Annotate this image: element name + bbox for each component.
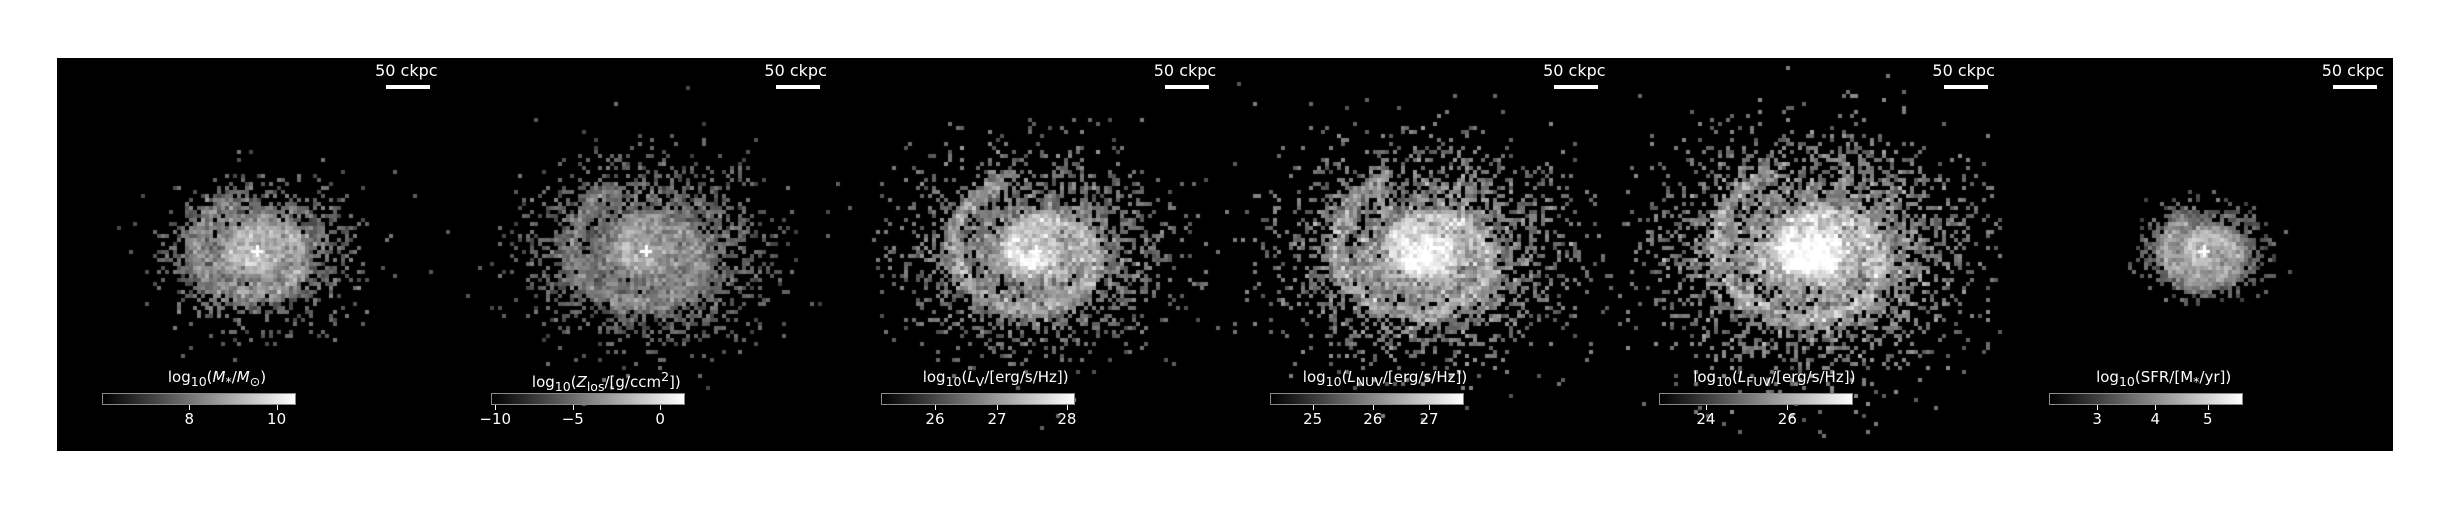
scale-bar-label: 50 ckpc (1932, 61, 1995, 80)
colorbar-tick (1705, 405, 1707, 410)
colorbar-tick-label: 27 (1419, 410, 1439, 428)
scale-bar (775, 85, 820, 89)
colorbar-tick (276, 405, 278, 410)
colorbar-tick-label: 24 (1696, 410, 1716, 428)
scale-bar (1164, 85, 1209, 89)
colorbar-title: log10(LV/[erg/s/Hz]) (922, 368, 1069, 389)
colorbar-tick (2155, 405, 2157, 410)
colorbar-tick (2207, 405, 2209, 410)
panel-metallicity: 50 ckpc log10(Zlos/[g/ccm2]) −10 −5 0 (446, 58, 836, 451)
metallicity-map (446, 58, 836, 451)
colorbar-tick-label: −10 (479, 410, 512, 428)
colorbar-title: log10(Zlos/[g/ccm2]) (531, 369, 681, 394)
panel-v-band-luminosity: 50 ckpc log10(LV/[erg/s/Hz]) 26 27 28 (835, 58, 1225, 451)
colorbar-tick (2097, 405, 2099, 410)
scale-bar-label: 50 ckpc (764, 61, 827, 80)
colorbar (102, 393, 296, 405)
fuv-map (1614, 58, 2004, 451)
colorbar-tick-label: 0 (655, 410, 665, 428)
panel-star-formation-rate: 50 ckpc log10(SFR/[M*/yr]) 3 4 5 (2003, 58, 2393, 451)
colorbar-tick-label: 8 (184, 410, 195, 428)
scale-bar-label: 50 ckpc (1543, 61, 1606, 80)
colorbar-tick-label: 26 (925, 410, 945, 428)
stellar-mass-map (57, 58, 446, 451)
colorbar-tick (572, 405, 574, 410)
colorbar-tick-label: 4 (2150, 410, 2161, 428)
panel-fuv-luminosity: 50 ckpc log10(LFUV/[erg/s/Hz]) 24 26 (1614, 58, 2004, 451)
colorbar-tick (997, 405, 999, 410)
colorbar-tick-label: 26 (1777, 410, 1797, 428)
panel-stellar-mass: 50 ckpc log10(M*/M⊙) 8 10 (57, 58, 446, 451)
scale-bar (386, 85, 431, 89)
colorbar-tick-label: 10 (267, 410, 287, 428)
colorbar-title: log10(SFR/[M*/yr]) (2096, 368, 2232, 389)
colorbar (1659, 393, 1854, 405)
scale-bar (1554, 85, 1599, 89)
colorbar-tick-label: 5 (2202, 410, 2213, 428)
scale-bar-label: 50 ckpc (2321, 61, 2385, 80)
sfr-map (2003, 58, 2393, 451)
colorbar (2048, 393, 2243, 405)
colorbar-tick (495, 405, 497, 410)
colorbar-tick-label: 28 (1057, 410, 1077, 428)
colorbar-tick (189, 405, 191, 410)
colorbar-tick (1312, 405, 1314, 410)
colorbar-tick-label: 3 (2092, 410, 2102, 428)
colorbar-title: log10(LNUV/[erg/s/Hz]) (1302, 368, 1468, 389)
colorbar-tick (934, 405, 936, 410)
scale-bar-label: 50 ckpc (375, 61, 438, 80)
colorbar-tick (1429, 405, 1431, 410)
colorbar-title: log10(LFUV/[erg/s/Hz]) (1693, 368, 1856, 389)
scale-bar (2332, 85, 2377, 89)
nuv-map (1224, 58, 1614, 451)
image-strip: 50 ckpc log10(M*/M⊙) 8 10 50 ckpc log10(Z… (57, 58, 2393, 451)
colorbar-tick-label: −5 (561, 410, 584, 428)
colorbar-tick (1372, 405, 1374, 410)
colorbar-title: log10(M*/M⊙) (167, 368, 267, 389)
colorbar-tick (1066, 405, 1068, 410)
colorbar-tick (660, 405, 662, 410)
colorbar-tick-label: 25 (1303, 410, 1323, 428)
colorbar (491, 393, 686, 405)
colorbar-tick (1787, 405, 1789, 410)
panel-nuv-luminosity: 50 ckpc log10(LNUV/[erg/s/Hz]) 25 26 27 (1224, 58, 1614, 451)
scale-bar (1943, 85, 1988, 89)
colorbar-tick-label: 26 (1363, 410, 1383, 428)
colorbar (880, 393, 1075, 405)
colorbar (1269, 393, 1464, 405)
colorbar-tick-label: 27 (987, 410, 1007, 428)
scale-bar-label: 50 ckpc (1153, 61, 1217, 80)
v-band-map (835, 58, 1225, 451)
